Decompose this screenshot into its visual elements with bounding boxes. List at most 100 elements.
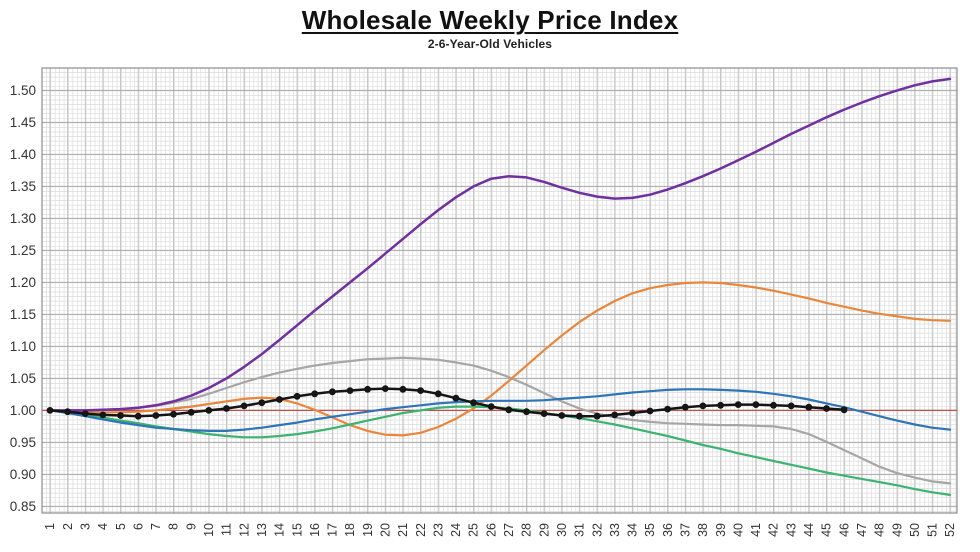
chart-header: Wholesale Weekly Price Index 2-6-Year-Ol… [0,6,980,51]
y-axis-tick-label: 1.35 [10,179,36,194]
y-axis-labels: 1.50 1.45 1.40 1.35 1.30 1.25 1.20 1.15 1.10 1.05… [10,83,36,514]
data-point-marker [505,406,513,414]
series-black-marker-line-markers [46,385,848,420]
data-point-marker [381,385,389,392]
x-axis-tick-label: 9 [184,523,198,530]
x-axis-tick-label: 21 [396,523,410,537]
data-point-marker [540,410,548,417]
x-axis-tick-label: 45 [820,523,834,537]
data-point-marker [258,399,266,407]
x-axis-tick-label: 23 [431,523,445,537]
data-point-marker [470,399,477,407]
x-axis-tick-label: 1 [43,523,57,530]
x-axis-tick-label: 38 [696,523,710,537]
grid-major-horizontal [42,89,957,507]
data-point-marker [805,403,813,411]
data-point-marker [223,405,230,412]
series-black-marker-line [48,387,846,418]
y-axis-tick-label: 0.90 [10,467,36,482]
data-point-marker [699,402,707,410]
data-point-marker [558,412,566,419]
x-axis-tick-label: 8 [167,523,181,530]
grid-major-vertical [49,68,951,513]
y-axis-tick-label: 1.15 [10,307,36,322]
x-axis-tick-label: 6 [131,523,145,530]
data-point-marker [717,401,724,409]
y-axis-tick-label: 1.50 [10,83,36,98]
data-point-marker [364,385,371,393]
x-axis-tick-label: 48 [873,523,887,537]
data-point-marker [64,408,71,416]
y-axis-tick-label: 0.95 [10,435,36,450]
data-point-marker [134,412,142,420]
x-axis-tick-label: 25 [467,523,481,537]
data-point-marker [787,402,795,410]
data-point-marker [417,387,424,394]
x-axis-tick-label: 2 [61,523,75,530]
y-axis-tick-label: 1.40 [10,147,36,162]
x-axis-tick-label: 41 [749,523,763,537]
x-axis-tick-label: 31 [573,523,587,537]
x-axis-tick-label: 10 [202,523,216,537]
x-axis-tick-label: 27 [502,523,516,537]
data-point-marker [187,408,195,416]
y-axis-tick-label: 1.00 [10,403,36,418]
data-point-marker [152,412,160,419]
x-axis-tick-label: 14 [273,523,287,537]
x-axis-tick-label: 39 [714,523,728,537]
data-point-marker [770,401,777,409]
data-point-marker [487,403,495,410]
grid-minor [41,67,957,513]
data-point-marker [823,405,830,412]
series-purple-line [48,77,952,412]
data-point-marker [311,390,319,398]
x-axis-tick-label: 16 [308,523,322,537]
series-blue-line [48,388,952,432]
x-axis-tick-label: 4 [96,523,110,530]
y-axis-tick-label: 1.05 [10,371,36,386]
x-axis-tick-label: 3 [79,523,93,530]
x-axis-tick-label: 36 [661,523,675,537]
x-axis-tick-label: 46 [837,523,851,537]
data-point-marker [646,407,654,415]
x-axis-tick-label: 26 [484,523,498,537]
x-axis-tick-label: 42 [767,523,781,537]
data-point-marker [734,401,742,408]
data-point-marker [170,410,177,418]
x-axis-tick-label: 22 [414,523,428,537]
x-axis-tick-label: 15 [290,523,304,537]
y-axis-tick-label: 1.45 [10,115,36,130]
data-point-marker [346,387,354,394]
y-axis-tick-label: 1.25 [10,243,36,258]
x-axis-tick-label: 20 [379,523,393,537]
x-axis-tick-label: 13 [255,523,269,537]
x-axis-tick-label: 32 [590,523,604,537]
data-point-marker [629,409,636,417]
x-axis-tick-label: 11 [220,523,234,536]
data-point-marker [276,396,283,403]
x-axis-tick-label: 49 [890,523,904,537]
data-point-marker [523,408,530,416]
data-point-marker [399,385,407,393]
x-axis-tick-label: 44 [802,523,816,537]
data-point-marker [205,407,213,414]
data-point-marker [293,392,301,400]
data-point-marker [329,388,336,396]
series-gray-line [48,356,952,485]
x-axis-tick-label: 51 [926,523,940,537]
x-axis-tick-label: 35 [643,523,657,537]
x-axis-tick-label: 30 [555,523,569,537]
data-point-marker [81,410,89,417]
data-point-marker [664,405,671,413]
x-axis-tick-label: 29 [537,523,551,537]
x-axis-tick-label: 40 [731,523,745,537]
y-axis-tick-label: 0.85 [10,499,36,514]
data-point-marker [452,394,460,402]
x-axis-tick-label: 47 [855,523,869,537]
data-point-marker [434,390,442,398]
data-point-marker [611,411,619,419]
x-axis-labels: 1 2 3 4 5 6 7 8 9 10 11 12 13 14 15 16 17 18 19 20 21 22 23 24 2… [43,523,957,537]
data-point-marker [593,412,601,420]
plot-border [41,67,958,514]
